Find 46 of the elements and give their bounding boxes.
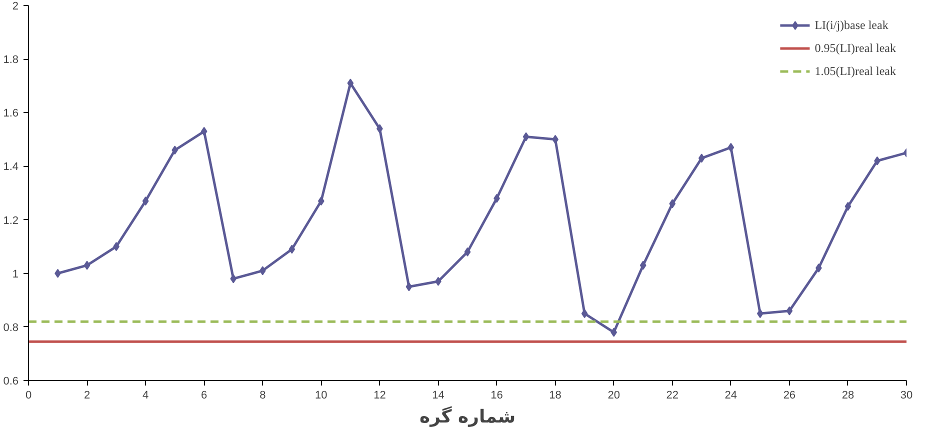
x-tick-label: 14 [432,390,444,402]
x-tick-label: 28 [842,390,854,402]
point [230,274,237,284]
point [464,247,471,256]
y-tick-label: 2 [12,0,19,12]
y-tick-label: 1.4 [3,161,19,174]
y-tick-label: 0.6 [3,376,19,388]
point [406,282,412,292]
x-tick-label: 16 [490,390,503,402]
x-tick-label: 10 [315,390,328,402]
point [728,142,734,152]
point [84,260,90,270]
point [816,264,822,272]
legend-label: 0.95(LI)real leak [814,40,896,56]
y-tick-label: 1.6 [3,108,19,120]
point [522,132,530,142]
point [581,309,588,318]
x-tick-label: 24 [724,390,738,402]
point [288,244,296,254]
x-tick-label: 18 [549,390,562,402]
x-tick-label: 20 [608,390,620,402]
x-tick-label: 8 [260,390,266,402]
point [698,154,705,163]
x-tick-label: 12 [374,390,386,402]
point [844,202,852,211]
point [640,260,646,270]
point [786,306,793,316]
point [142,196,149,206]
x-tick-label: 4 [142,390,149,402]
x-tick-label: 2 [84,390,90,402]
y-tick-label: 0.8 [3,322,19,334]
x-tick-label: 26 [783,390,796,402]
point [669,199,676,208]
x-tick-label: 30 [900,390,913,402]
y-tick-label: 1.2 [3,214,19,227]
y-tick-label: 1 [12,268,19,280]
x-axis-title: شماره گره [419,406,516,428]
x-tick-label: 22 [666,390,678,402]
point [259,266,266,276]
point [347,78,354,88]
x-tick-label: 6 [201,390,208,402]
x-tick-label: 0 [25,390,32,402]
legend-label: 1.05(LI)real leak [814,64,896,78]
legend-label: LI(i/j)base leak [814,18,888,32]
y-tick-label: 1.8 [3,54,19,66]
point [200,126,208,136]
